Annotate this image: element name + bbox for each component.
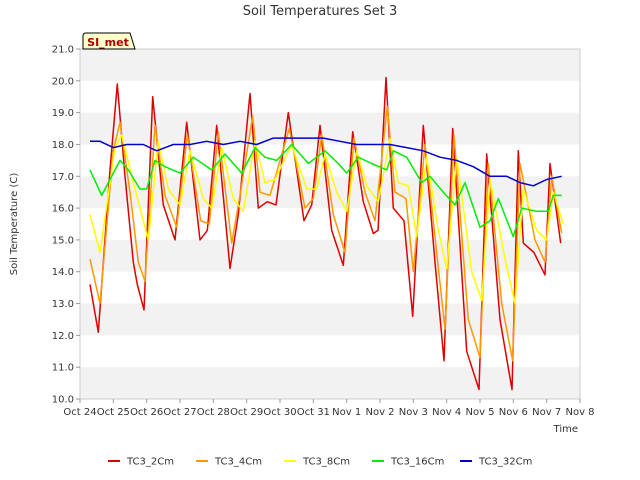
x-tick-label: Nov 2 [365, 407, 394, 418]
y-tick-label: 18.0 [52, 140, 74, 151]
x-tick-label: Oct 31 [297, 407, 330, 418]
series-line-tc3_32cm [90, 137, 562, 187]
legend-label: TC3_32Cm [478, 457, 532, 468]
grid-band [80, 367, 580, 399]
legend-label: TC3_4Cm [214, 457, 262, 468]
chart-legend: TC3_2Cm TC3_4Cm TC3_8Cm TC3_16Cm TC3_32Cm [108, 457, 532, 468]
chart-title: Soil Temperatures Set 3 [243, 4, 398, 19]
x-tick-label: Nov 4 [432, 407, 461, 418]
x-tick-label: Nov 8 [565, 407, 594, 418]
y-tick-label: 17.0 [52, 172, 74, 183]
x-tick-label: Oct 27 [163, 407, 196, 418]
y-axis-label: Soil Temperature (C) [9, 173, 20, 276]
y-tick-label: 10.0 [52, 395, 74, 406]
legend-label: TC3_8Cm [302, 457, 350, 468]
x-axis-label: Time [553, 424, 578, 435]
grid-band [80, 49, 580, 81]
x-tick-label: Oct 24 [63, 407, 96, 418]
x-tick-label: Oct 30 [263, 407, 296, 418]
y-tick-label: 21.0 [52, 45, 74, 56]
series-line-tc3_16cm [89, 143, 562, 238]
x-axis-ticks: Oct 24 Oct 25 Oct 26 Oct 27 Oct 28 Oct 29 Oct … [63, 399, 595, 418]
x-tick-label: Nov 6 [499, 407, 528, 418]
y-axis-ticks: 10.0 11.0 12.0 13.0 14.0 15.0 16.0 17.0 18.0 19.0… [52, 45, 80, 406]
series-line-tc3_2cm [89, 76, 562, 391]
x-tick-label: Oct 28 [197, 407, 230, 418]
y-tick-label: 19.0 [52, 108, 74, 119]
y-tick-label: 20.0 [52, 76, 74, 87]
x-tick-label: Oct 29 [230, 407, 263, 418]
x-tick-label: Nov 5 [465, 407, 494, 418]
x-tick-label: Nov 1 [332, 407, 361, 418]
x-tick-label: Oct 26 [130, 407, 163, 418]
x-tick-label: Nov 7 [532, 407, 561, 418]
plot-area-frame [79, 48, 581, 400]
x-tick-label: Nov 3 [399, 407, 428, 418]
y-tick-label: 12.0 [52, 331, 74, 342]
y-tick-label: 15.0 [52, 235, 74, 246]
legend-label: TC3_16Cm [390, 457, 444, 468]
series-lines [89, 76, 565, 391]
y-tick-label: 11.0 [52, 363, 74, 374]
plot-area [80, 49, 580, 399]
y-tick-label: 16.0 [52, 204, 74, 215]
station-badge-label: SI_met [87, 36, 129, 49]
station-badge-box [82, 32, 136, 50]
y-tick-label: 14.0 [52, 267, 74, 278]
x-tick-label: Oct 25 [97, 407, 130, 418]
y-tick-label: 13.0 [52, 299, 74, 310]
grid-band [80, 303, 580, 336]
station-badge: SI_met [82, 32, 136, 50]
legend-label: TC3_2Cm [126, 457, 174, 468]
